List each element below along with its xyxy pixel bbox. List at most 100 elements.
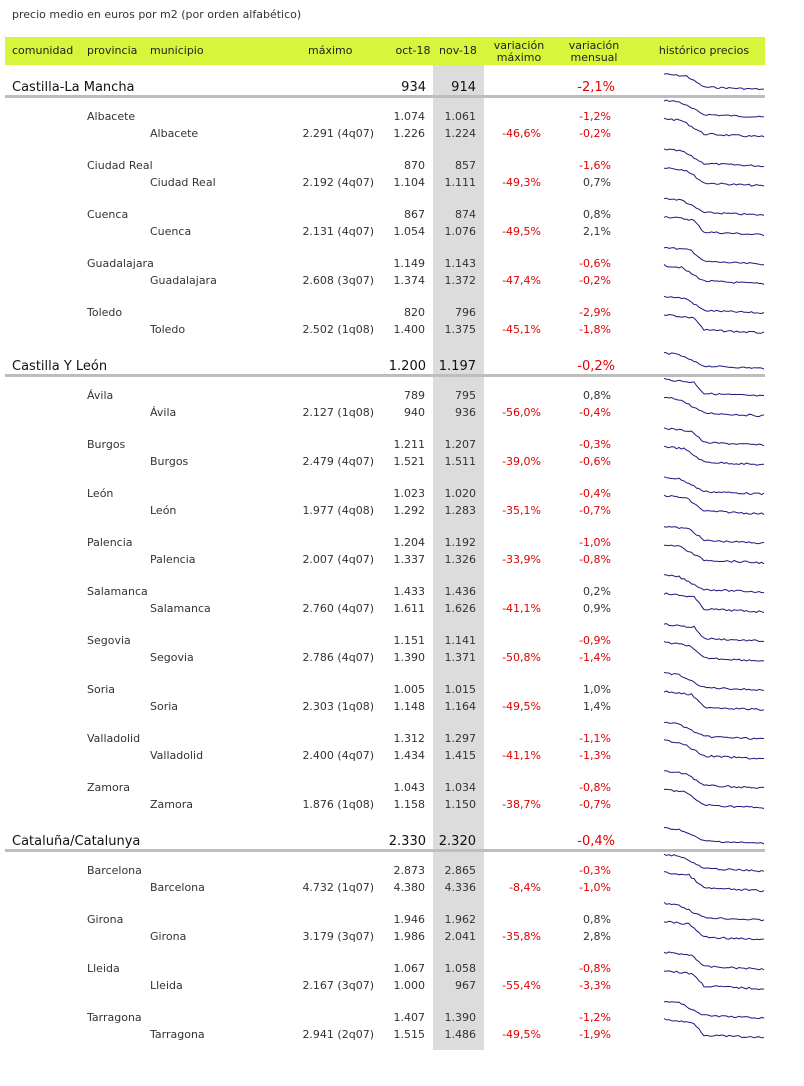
sparkline (663, 871, 765, 893)
province-oct: 1.074 (393, 110, 426, 123)
municipality-var-mensual: -0,7% (579, 798, 611, 811)
province-oct: 1.946 (393, 913, 426, 926)
province-name: León (87, 487, 114, 500)
municipality-var-max: -35,1% (502, 504, 541, 517)
municipality-max: 1.977 (4q08) (302, 504, 374, 517)
province-name: Salamanca (87, 585, 148, 598)
sparkline (663, 739, 764, 760)
municipality-name: Albacete (150, 127, 199, 140)
province-oct: 1.005 (393, 683, 426, 696)
province-var-mensual: -0,6% (579, 257, 611, 270)
municipality-nov: 1.283 (444, 504, 477, 517)
region-divider (5, 95, 765, 98)
municipality-var-mensual: -0,2% (579, 127, 611, 140)
province-var-mensual: -1,0% (579, 536, 611, 549)
province-oct: 1.151 (393, 634, 426, 647)
municipality-nov: 936 (455, 406, 476, 419)
municipality-var-max: -55,4% (502, 979, 541, 992)
province-oct: 867 (404, 208, 425, 221)
province-name: Valladolid (87, 732, 141, 745)
region-nov: 914 (451, 80, 476, 95)
municipality-oct: 1.400 (393, 323, 426, 336)
municipality-nov: 2.041 (444, 930, 477, 943)
sparkline (663, 574, 764, 594)
sparkline (663, 525, 765, 545)
municipality-oct: 1.374 (393, 274, 426, 287)
province-nov: 2.865 (444, 864, 477, 877)
province-nov: 1.192 (444, 536, 477, 549)
province-name: Barcelona (87, 864, 142, 877)
municipality-var-max: -41,1% (502, 749, 541, 762)
municipality-nov: 1.511 (444, 455, 477, 468)
municipality-oct: 940 (404, 406, 425, 419)
municipality-var-mensual: 2,1% (583, 225, 611, 238)
page-title: precio medio en euros por m2 (por orden … (12, 8, 302, 21)
province-var-mensual: -1,2% (579, 110, 611, 123)
sparkline (663, 167, 765, 187)
municipality-var-mensual: -1,0% (579, 881, 611, 894)
province-nov: 1.390 (444, 1011, 477, 1024)
municipality-oct: 1.000 (393, 979, 426, 992)
municipality-name: Lleida (150, 979, 183, 992)
sparkline (663, 313, 765, 334)
header-bar (5, 37, 765, 65)
sparkline (663, 623, 765, 643)
municipality-var-max: -45,1% (502, 323, 541, 336)
municipality-var-mensual: -3,3% (579, 979, 611, 992)
sparkline (663, 1000, 765, 1020)
sparkline (664, 970, 765, 991)
province-oct: 1.067 (393, 962, 426, 975)
municipality-max: 2.941 (2q07) (302, 1028, 374, 1041)
municipality-max: 2.127 (1q08) (302, 406, 374, 419)
column-header: municipio (150, 44, 204, 57)
municipality-var-max: -46,6% (502, 127, 541, 140)
province-var-mensual: -0,8% (579, 781, 611, 794)
municipality-oct: 1.104 (393, 176, 426, 189)
municipality-var-max: -33,9% (502, 553, 541, 566)
municipality-oct: 1.158 (393, 798, 426, 811)
municipality-nov: 1.486 (444, 1028, 477, 1041)
province-oct: 870 (404, 159, 425, 172)
region-var-mensual: -2,1% (577, 80, 615, 95)
municipality-max: 4.732 (1q07) (302, 881, 374, 894)
municipality-name: Ávila (150, 406, 177, 419)
municipality-oct: 1.390 (393, 651, 426, 664)
region-oct: 934 (401, 80, 426, 95)
municipality-oct: 1.148 (393, 700, 426, 713)
municipality-var-max: -41,1% (502, 602, 541, 615)
municipality-max: 2.400 (4q07) (302, 749, 374, 762)
municipality-var-mensual: 0,7% (583, 176, 611, 189)
municipality-name: Barcelona (150, 881, 205, 894)
province-oct: 1.407 (393, 1011, 426, 1024)
municipality-var-mensual: 2,8% (583, 930, 611, 943)
municipality-max: 2.786 (4q07) (302, 651, 374, 664)
sparkline (663, 770, 765, 790)
province-var-mensual: 1,0% (583, 683, 611, 696)
province-name: Ciudad Real (87, 159, 153, 172)
region-oct: 1.200 (388, 359, 426, 374)
province-var-mensual: -1,1% (579, 732, 611, 745)
municipality-max: 2.502 (1q08) (302, 323, 374, 336)
municipality-nov: 1.164 (444, 700, 477, 713)
region-name: Castilla-La Mancha (12, 80, 135, 95)
province-oct: 1.023 (393, 487, 426, 500)
municipality-var-mensual: 1,4% (583, 700, 611, 713)
province-var-mensual: -1,6% (579, 159, 611, 172)
municipality-oct: 1.611 (393, 602, 426, 615)
column-header: nov-18 (439, 44, 477, 57)
province-var-mensual: 0,8% (583, 208, 611, 221)
municipality-max: 2.608 (3q07) (302, 274, 374, 287)
municipality-var-mensual: -0,6% (579, 455, 611, 468)
municipality-oct: 1.054 (393, 225, 426, 238)
province-oct: 1.149 (393, 257, 426, 270)
municipality-oct: 1.337 (393, 553, 426, 566)
municipality-var-max: -38,7% (502, 798, 541, 811)
municipality-var-max: -49,5% (502, 1028, 541, 1041)
municipality-name: Guadalajara (150, 274, 217, 287)
column-header: oct-18 (395, 44, 431, 57)
sparkline (663, 73, 765, 91)
province-oct: 1.043 (393, 781, 426, 794)
sparkline (663, 377, 765, 397)
province-oct: 789 (404, 389, 425, 402)
